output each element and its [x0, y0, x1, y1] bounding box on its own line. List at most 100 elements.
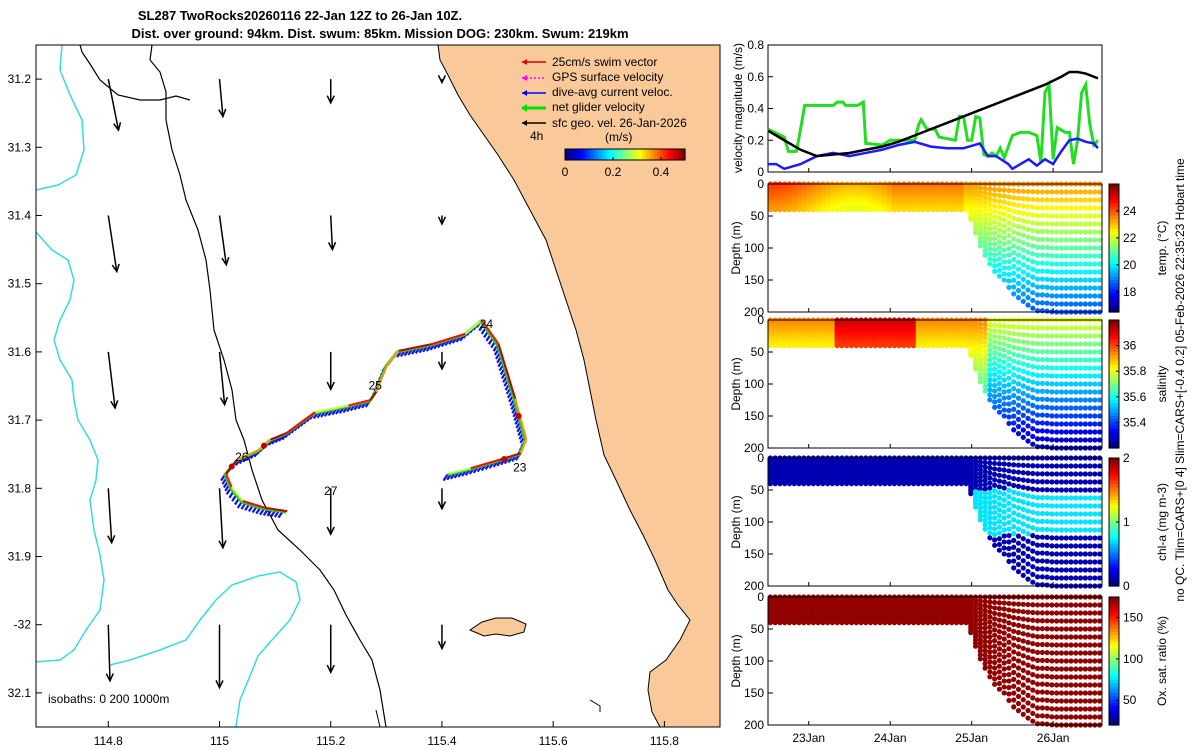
profile-dot	[996, 273, 1003, 279]
profile-dot	[1001, 491, 1007, 497]
profile-dot	[1087, 213, 1093, 219]
profile-dot	[1097, 237, 1103, 243]
profile-dot	[1011, 291, 1017, 297]
speed-segment	[230, 486, 244, 502]
profile-dot	[992, 466, 998, 472]
profile-dot	[1044, 503, 1050, 509]
profile-dot	[829, 620, 836, 626]
profile-dot	[1034, 518, 1041, 524]
profile-dot	[1073, 471, 1079, 477]
profile-dot	[1025, 279, 1031, 285]
profile-dot	[1011, 201, 1017, 208]
section-colorbar-cell	[1109, 286, 1119, 291]
profile-dot	[1063, 527, 1069, 533]
profile-dot	[996, 547, 1003, 553]
profile-dot	[996, 215, 1003, 222]
profile-dot	[1030, 340, 1036, 346]
section-colorbar-cell	[1109, 400, 1119, 404]
profile-dot	[996, 541, 1003, 548]
profile-dot	[953, 207, 960, 213]
profile-dot	[1044, 412, 1050, 418]
profile-dot	[815, 620, 821, 626]
profile-dot	[1020, 484, 1026, 490]
section-colorbar-cell	[1109, 358, 1119, 363]
profile-dot	[1020, 218, 1026, 224]
profile-dot	[996, 221, 1003, 227]
profile-dot	[1044, 341, 1050, 347]
section-y-tick-label: 50	[751, 483, 765, 497]
profile-dot	[1025, 408, 1031, 414]
profile-dot	[1025, 561, 1031, 567]
profile-dot	[992, 537, 998, 543]
profile-dot	[1006, 461, 1012, 468]
profile-dot	[1087, 479, 1093, 485]
profile-dot	[982, 388, 988, 394]
profile-dot	[1077, 341, 1084, 347]
profile-dot	[782, 207, 788, 213]
profile-dot	[1044, 534, 1050, 541]
profile-dot	[982, 486, 988, 492]
profile-dot	[1049, 527, 1055, 533]
profile-dot	[1006, 513, 1012, 519]
speed-segment	[264, 506, 288, 513]
swim-vector-dot	[261, 442, 267, 449]
profile-dot	[996, 507, 1003, 513]
profile-dot	[987, 614, 993, 620]
profile-dot	[1001, 485, 1007, 491]
profile-dot	[1020, 492, 1026, 498]
profile-dot	[1006, 239, 1012, 245]
section-colorbar-cell	[1109, 299, 1119, 303]
profile-dot	[1044, 404, 1050, 410]
profile-dot	[1044, 197, 1050, 203]
profile-dot	[820, 343, 826, 349]
profile-dot	[1092, 405, 1098, 411]
profile-dot	[1087, 341, 1093, 347]
profile-dot	[1044, 558, 1050, 564]
profile-dot	[1077, 519, 1084, 525]
profile-dot	[992, 616, 998, 622]
profile-dot	[1092, 495, 1098, 501]
profile-dot	[1097, 333, 1103, 339]
profile-dot	[1082, 293, 1088, 299]
profile-dot	[977, 356, 983, 362]
isobath-200	[79, 45, 191, 101]
profile-dot	[1049, 269, 1055, 275]
profile-dot	[982, 526, 988, 532]
profile-dot	[982, 647, 988, 654]
profile-dot	[1087, 471, 1093, 477]
profile-dot	[992, 482, 998, 488]
profile-dot	[1020, 412, 1026, 418]
profile-dot	[834, 620, 840, 626]
profile-dot	[1063, 253, 1069, 259]
profile-dot	[953, 620, 960, 626]
profile-dot	[1087, 373, 1093, 379]
profile-dot	[1077, 197, 1084, 203]
profile-dot	[1068, 471, 1074, 477]
profile-dot	[1039, 479, 1045, 485]
profile-dot	[1034, 582, 1041, 588]
profile-dot	[1077, 261, 1084, 267]
profile-dot	[1006, 271, 1012, 278]
colorbar-cell	[681, 149, 684, 160]
profile-dot	[987, 211, 993, 217]
profile-dot	[1011, 475, 1017, 482]
profile-dot	[1054, 487, 1060, 493]
profile-dot	[996, 495, 1003, 501]
profile-dot	[1030, 235, 1036, 241]
profile-dot	[1097, 325, 1103, 331]
profile-dot	[1054, 437, 1060, 443]
profile-dot	[1087, 237, 1093, 243]
profile-dot	[1049, 253, 1055, 259]
profile-dot	[1054, 229, 1060, 235]
profile-dot	[1044, 221, 1050, 227]
profile-dot	[1015, 402, 1022, 408]
profile-dot	[996, 686, 1003, 692]
profile-dot	[1011, 427, 1017, 433]
profile-dot	[1058, 293, 1065, 299]
profile-dot	[1049, 293, 1055, 299]
profile-dot	[1001, 648, 1007, 654]
section-colorbar-cell	[1109, 339, 1119, 343]
profile-dot	[1087, 397, 1093, 403]
profile-dot	[1049, 413, 1055, 419]
profile-dot	[1025, 241, 1031, 248]
